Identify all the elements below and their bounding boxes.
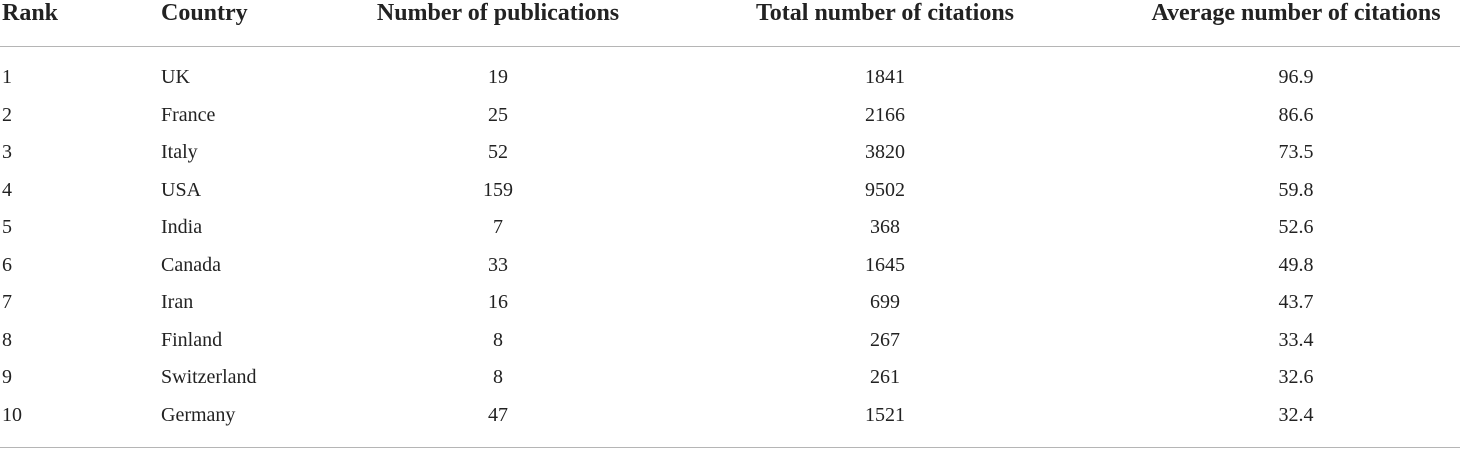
table-cell: USA	[161, 178, 202, 201]
table-cell: 19	[488, 66, 508, 88]
table-cell: Canada	[161, 253, 221, 276]
header-cell: Rank	[2, 0, 59, 26]
table-cell: Germany	[161, 403, 236, 426]
table-cell: France	[161, 103, 216, 126]
table-cell: 33.4	[1278, 328, 1314, 351]
table-cell: Italy	[161, 141, 198, 163]
table-cell: India	[161, 216, 203, 238]
table-cell: 8	[493, 366, 503, 388]
table-cell: 6	[2, 253, 12, 276]
table-cell: 16	[488, 291, 508, 313]
header-cell: Total number of citations	[755, 0, 1015, 26]
table-cell: 1	[2, 66, 12, 88]
table-cell: 52.6	[1278, 216, 1314, 238]
table-cell: 25	[488, 103, 508, 126]
table-cell: 43.7	[1278, 291, 1314, 313]
header-cell: Country	[161, 0, 248, 26]
table-cell: 52	[488, 141, 508, 163]
table-cell: 4	[2, 178, 12, 201]
table-cell: 32.6	[1278, 366, 1314, 388]
table-cell: 86.6	[1278, 103, 1314, 126]
table-cell: 47	[488, 403, 508, 426]
table-cell: 73.5	[1278, 141, 1314, 163]
table-cell: 2	[2, 103, 12, 126]
table-cell: 7	[2, 291, 12, 313]
table-cell: 267	[870, 328, 900, 351]
table-cell: 1841	[865, 66, 905, 88]
table-cell: 699	[870, 291, 900, 313]
table-cell: 59.8	[1278, 178, 1314, 201]
header-cell: Number of publications	[376, 0, 620, 26]
table-cell: 49.8	[1278, 253, 1314, 276]
table-cell: 3	[2, 141, 12, 163]
table-cell: 96.9	[1278, 66, 1314, 88]
bottom-rule	[0, 447, 1460, 448]
table-cell: 1645	[865, 253, 905, 276]
table-cell: 9502	[865, 178, 905, 201]
table-cell: 32.4	[1278, 403, 1314, 426]
table-cell: 10	[2, 403, 22, 426]
table-cell: 2166	[865, 103, 905, 126]
table-cell: 159	[483, 178, 513, 201]
table-cell: Iran	[161, 291, 194, 313]
table-cell: 8	[493, 328, 503, 351]
table-cell: 261	[870, 366, 900, 388]
header-rule	[0, 46, 1460, 47]
table-cell: 1521	[865, 403, 905, 426]
table-cell: 368	[870, 216, 900, 238]
table-cell: UK	[161, 66, 190, 88]
table-cell: 7	[493, 216, 503, 238]
table-cell: Switzerland	[161, 366, 257, 388]
table-cell: 5	[2, 216, 12, 238]
table-cell: 33	[488, 253, 508, 276]
table-cell: 8	[2, 328, 12, 351]
table-cell: 3820	[865, 141, 905, 163]
table-cell: 9	[2, 366, 12, 388]
table-cell: Finland	[161, 328, 223, 351]
header-cell: Average number of citations	[1151, 0, 1441, 26]
